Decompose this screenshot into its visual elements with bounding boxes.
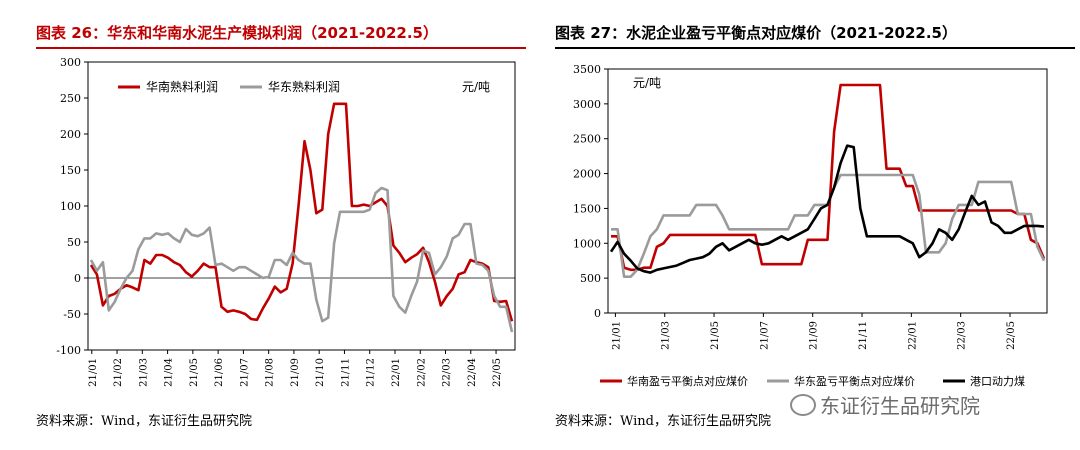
x-tick-label: 21/09 xyxy=(290,358,301,387)
x-tick-label: 22/02 xyxy=(416,358,427,387)
x-tick-label: 22/01 xyxy=(391,358,402,387)
watermark: 东证衍生品研究院 xyxy=(790,390,980,419)
chart-panel-right: 图表 27：水泥企业盈亏平衡点对应煤价（2021-2022.5） 3500 300… xyxy=(545,0,1080,450)
series-line xyxy=(89,102,514,322)
series-line xyxy=(611,83,1046,272)
y-tick-label: 0 xyxy=(74,272,81,285)
title-rule xyxy=(36,47,526,49)
y-tick-label: 300 xyxy=(60,56,81,69)
legend-label: 华东熟料利润 xyxy=(268,79,340,94)
y-tick-label: 250 xyxy=(60,92,81,105)
source-note: 资料来源：Wind，东证衍生品研究院 xyxy=(555,414,771,429)
x-tick-label: 21/06 xyxy=(214,358,225,387)
legend-label: 港口动力煤 xyxy=(970,375,1025,388)
x-tick-label: 21/01 xyxy=(611,321,622,350)
y-tick-label: 3500 xyxy=(573,63,601,76)
y-tick-label: 500 xyxy=(580,272,601,285)
legend-label: 华南盈亏平衡点对应煤价 xyxy=(627,374,748,388)
x-tick-label: 21/09 xyxy=(809,321,820,350)
plot-frame xyxy=(87,61,516,351)
x-tick-label: 21/05 xyxy=(189,358,200,387)
x-tick-label: 21/02 xyxy=(113,358,124,387)
series-line xyxy=(89,186,514,333)
x-tick-label: 21/11 xyxy=(340,358,351,387)
watermark-text: 东证衍生品研究院 xyxy=(820,394,980,418)
y-tick-label: 200 xyxy=(60,128,81,141)
chart-title: 图表 27：水泥企业盈亏平衡点对应煤价（2021-2022.5） xyxy=(555,24,957,42)
x-tick-label: 21/07 xyxy=(759,321,770,350)
chart-canvas: 300 250 200 150 100 50 0 -50 -100 21/01 21/02 21/03… xyxy=(56,56,516,387)
y-tick-label: 1000 xyxy=(573,237,601,250)
y-tick-label: 3000 xyxy=(573,98,601,111)
x-tick-label: 22/04 xyxy=(467,358,478,387)
x-tick-label: 21/10 xyxy=(315,358,326,387)
chart-panel-left: 图表 26：华东和华南水泥生产模拟利润（2021-2022.5） 300 250 2… xyxy=(36,24,526,429)
x-tick-label: 22/03 xyxy=(442,358,453,387)
x-tick-label: 21/12 xyxy=(366,358,377,387)
plot-frame xyxy=(607,68,1048,314)
source-note: 资料来源：Wind，东证衍生品研究院 xyxy=(36,414,252,429)
x-tick-label: 21/03 xyxy=(138,358,149,387)
y-tick-label: 1500 xyxy=(573,202,601,215)
y-tick-label: 0 xyxy=(594,307,601,320)
y-tick-label: 150 xyxy=(60,164,81,177)
y-tick-label: -50 xyxy=(63,308,81,321)
x-tick-label: 22/05 xyxy=(1006,321,1017,350)
legend-label: 华东盈亏平衡点对应煤价 xyxy=(794,374,915,388)
title-rule xyxy=(555,47,1075,49)
wechat-icon xyxy=(790,394,816,416)
legend-label: 华南熟料利润 xyxy=(146,79,218,94)
unit-label: 元/吨 xyxy=(462,80,490,94)
x-tick-label: 21/05 xyxy=(710,321,721,350)
series-line xyxy=(609,144,1045,274)
x-tick-label: 22/01 xyxy=(907,321,918,350)
x-tick-label: 21/03 xyxy=(661,321,672,350)
y-tick-label: -100 xyxy=(56,344,81,357)
chart-canvas: 3500 3000 2500 2000 1500 1000 500 0 21/01 21/03 21… xyxy=(573,63,1048,388)
y-tick-label: 100 xyxy=(60,200,81,213)
x-tick-label: 22/03 xyxy=(957,321,968,350)
unit-label: 元/吨 xyxy=(633,76,661,90)
x-tick-label: 21/08 xyxy=(265,358,276,387)
y-tick-label: 50 xyxy=(67,236,81,249)
x-tick-label: 21/04 xyxy=(164,358,175,387)
x-tick-label: 21/07 xyxy=(239,358,250,387)
y-tick-label: 2000 xyxy=(573,168,601,181)
chart-title: 图表 26：华东和华南水泥生产模拟利润（2021-2022.5） xyxy=(36,24,438,42)
x-tick-label: 21/11 xyxy=(858,321,869,350)
y-tick-label: 2500 xyxy=(573,133,601,146)
x-tick-label: 22/05 xyxy=(492,358,503,387)
x-tick-label: 21/01 xyxy=(88,358,99,387)
